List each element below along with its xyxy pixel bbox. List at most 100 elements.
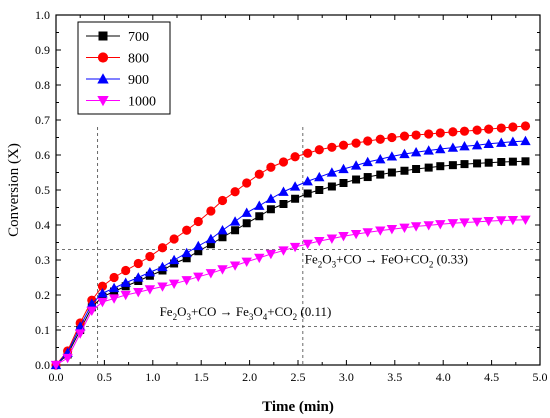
annotation-anno_feo: Fe2O3+CO → FeO+CO2 (0.33) <box>305 252 468 270</box>
y-axis-title: Conversion (X) <box>6 143 22 237</box>
data-point-900 <box>399 148 410 159</box>
data-point-700 <box>194 247 203 256</box>
data-point-900 <box>338 163 349 174</box>
data-point-900 <box>362 156 373 167</box>
x-tick-label: 3.5 <box>387 370 402 384</box>
legend-marker-1000 <box>97 95 109 107</box>
data-point-800 <box>399 131 410 141</box>
annotation-segment: O <box>177 304 186 319</box>
data-point-800 <box>520 121 531 131</box>
annotation-segment: FeO+CO <box>381 252 429 267</box>
data-point-800 <box>169 234 179 244</box>
data-point-700 <box>255 212 264 221</box>
data-point-900 <box>108 282 120 293</box>
annotation-segment: (0.11) <box>297 304 331 319</box>
data-point-700 <box>376 170 385 179</box>
data-point-1000 <box>410 222 422 232</box>
annotation-segment: 4 <box>263 312 268 322</box>
data-point-800 <box>472 125 482 135</box>
data-point-800 <box>411 130 421 140</box>
data-point-900 <box>302 176 313 186</box>
data-point-800 <box>496 123 506 133</box>
data-point-800 <box>435 128 445 138</box>
data-point-800 <box>338 140 349 150</box>
data-point-700 <box>508 157 517 166</box>
data-point-800 <box>230 187 240 197</box>
legend-label-700: 700 <box>128 30 149 45</box>
data-point-700 <box>182 254 191 263</box>
data-point-700 <box>279 200 288 208</box>
data-point-800 <box>242 178 252 188</box>
data-point-700 <box>473 159 482 168</box>
data-point-1000 <box>278 246 289 256</box>
data-point-800 <box>459 126 470 136</box>
data-point-800 <box>448 127 458 137</box>
x-tick-label: 1.5 <box>194 370 209 384</box>
y-tick-label: 1.0 <box>35 8 50 22</box>
data-point-800 <box>254 169 264 179</box>
annotation-segment: 2 <box>318 260 323 270</box>
data-point-900 <box>435 143 446 154</box>
legend-label-900: 900 <box>128 73 149 88</box>
data-point-800 <box>508 122 518 132</box>
legend-box <box>77 21 171 115</box>
data-point-900 <box>350 160 362 170</box>
data-point-700 <box>448 161 457 170</box>
data-point-700 <box>291 194 300 203</box>
annotation-segment: 2 <box>293 312 298 322</box>
data-point-800 <box>303 148 313 158</box>
data-point-1000 <box>75 329 86 339</box>
data-point-700 <box>521 157 530 166</box>
data-point-1000 <box>435 220 446 230</box>
data-point-1000 <box>447 219 459 229</box>
data-point-800 <box>193 216 203 227</box>
data-point-1000 <box>62 353 73 364</box>
data-point-1000 <box>362 228 373 238</box>
x-tick-label: 5.0 <box>533 370 548 384</box>
annotation-segment: +CO <box>191 304 216 319</box>
data-point-900 <box>157 261 168 272</box>
data-point-900 <box>447 142 459 152</box>
annotation-segment: 2 <box>429 260 434 270</box>
series-line-800 <box>55 125 526 366</box>
data-point-1000 <box>399 223 410 233</box>
x-tick-label: 4.5 <box>484 370 499 384</box>
data-point-900 <box>168 254 180 265</box>
data-point-1000 <box>50 360 62 371</box>
data-point-900 <box>507 136 519 146</box>
data-point-1000 <box>157 282 168 292</box>
data-point-1000 <box>459 218 470 228</box>
annotation-segment: 3 <box>332 260 337 270</box>
data-point-1000 <box>326 234 338 244</box>
data-point-1000 <box>483 216 494 227</box>
y-tick-label: 0.4 <box>35 218 50 232</box>
data-point-900 <box>289 181 301 191</box>
data-point-1000 <box>181 276 192 286</box>
data-point-800 <box>351 138 361 148</box>
data-point-1000 <box>217 265 228 275</box>
data-point-900 <box>471 140 483 150</box>
annotation-segment: Fe <box>305 252 318 267</box>
data-point-1000 <box>496 216 507 226</box>
data-point-800 <box>206 206 216 216</box>
data-point-800 <box>157 243 168 253</box>
annotation-segment: → <box>362 252 382 267</box>
legend-label-800: 800 <box>128 52 149 67</box>
series-800 <box>51 121 531 370</box>
data-point-900 <box>97 288 108 298</box>
data-point-800 <box>278 157 289 167</box>
data-point-700 <box>206 240 215 249</box>
data-point-800 <box>217 195 228 206</box>
data-point-900 <box>520 135 531 146</box>
y-tick-label: 0.7 <box>35 113 50 127</box>
annotation-segment: Fe <box>236 304 249 319</box>
data-point-900 <box>254 200 265 210</box>
data-point-800 <box>121 265 131 276</box>
data-point-900 <box>496 137 507 147</box>
data-point-1000 <box>168 279 180 289</box>
y-tick-label: 0.3 <box>35 253 50 267</box>
legend-marker-700 <box>98 31 108 41</box>
data-point-800 <box>182 225 192 235</box>
data-point-1000 <box>375 226 386 236</box>
